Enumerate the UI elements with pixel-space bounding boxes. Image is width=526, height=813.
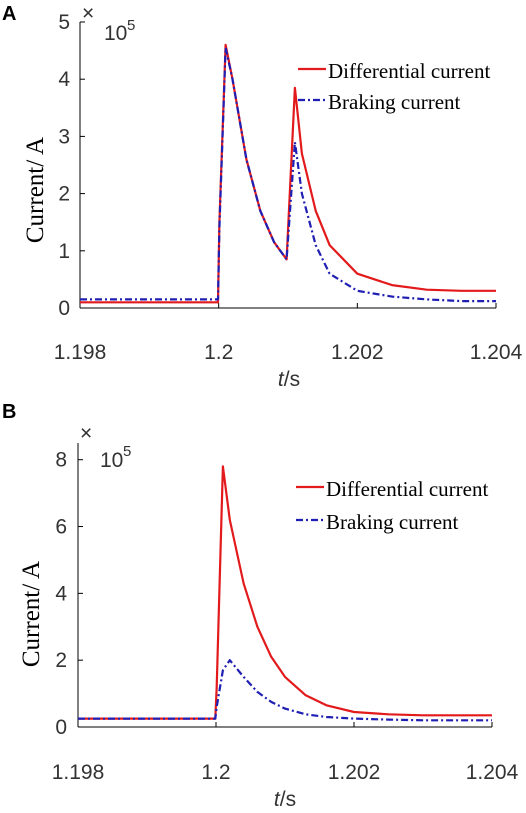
x-tick-label-b: 1.202 xyxy=(328,761,381,784)
x-axis-label-b: t/s xyxy=(274,788,296,811)
x-tick-label-b: 1.2 xyxy=(201,761,230,784)
panel-b: B 0 2 4 6 8 1.198 1.2 1.202 1.204 × 10 5 Current… xyxy=(2,401,519,811)
legend-a: Differential current Braking current xyxy=(298,59,490,114)
series-braking-line-a xyxy=(80,46,496,303)
multiplier-base-b: 10 xyxy=(100,449,123,472)
axes-a: 0 1 2 3 4 5 1.198 1.2 1.202 1.204 xyxy=(54,11,523,364)
series-differential-line-b xyxy=(78,465,492,720)
x-axis-label-a: t/s xyxy=(278,368,300,391)
x-axis-label-italic-a: t xyxy=(278,368,285,391)
x-axis-label-italic-b: t xyxy=(274,788,281,811)
x-tick-label-b: 1.204 xyxy=(466,761,519,784)
x-tick-label-a: 1.204 xyxy=(470,341,523,364)
y-tick-label-b: 2 xyxy=(55,649,67,672)
y-tick-label-b: 0 xyxy=(55,716,67,739)
y-tick-label-a: 2 xyxy=(58,183,70,206)
x-tick-label-a: 1.202 xyxy=(331,341,384,364)
x-axis-label-unit-a: /s xyxy=(284,368,300,391)
y-axis-label-a: Current/ A xyxy=(22,137,49,243)
legend-b: Differential current Braking current xyxy=(296,477,488,534)
multiplier-base-a: 10 xyxy=(104,22,127,45)
y-tick-label-a: 1 xyxy=(58,240,70,263)
legend-label-braking-a: Braking current xyxy=(328,90,461,114)
panel-a: A 0 1 2 3 4 5 1.198 1.2 1.202 1.204 × 10 5 Curren… xyxy=(2,2,523,391)
x-tick-label-a: 1.2 xyxy=(204,341,233,364)
y-tick-label-a: 0 xyxy=(58,297,70,320)
y-tick-label-a: 3 xyxy=(58,125,70,148)
y-tick-label-a: 5 xyxy=(58,11,70,34)
y-tick-label-b: 8 xyxy=(55,449,67,472)
y-tick-label-a: 4 xyxy=(58,68,70,91)
legend-label-differential-a: Differential current xyxy=(328,59,490,83)
axes-b: 0 2 4 6 8 1.198 1.2 1.202 1.204 xyxy=(52,443,519,784)
legend-label-braking-b: Braking current xyxy=(326,510,459,534)
multiplier-exponent-b: 5 xyxy=(123,443,131,460)
panel-label-b: B xyxy=(2,401,16,423)
multiplier-times-a: × xyxy=(82,2,94,25)
x-axis-label-unit-b: /s xyxy=(280,788,296,811)
series-differential-line-a xyxy=(80,43,496,304)
x-tick-label-a: 1.198 xyxy=(54,341,107,364)
multiplier-times-b: × xyxy=(80,422,92,445)
legend-label-differential-b: Differential current xyxy=(326,477,488,501)
y-axis-label-b: Current/ A xyxy=(18,561,45,667)
x-tick-label-b: 1.198 xyxy=(52,761,105,784)
y-tick-label-b: 6 xyxy=(55,516,67,539)
y-tick-label-b: 4 xyxy=(55,582,67,605)
multiplier-exponent-a: 5 xyxy=(127,17,135,34)
series-braking-line-b xyxy=(78,659,492,722)
panel-label-a: A xyxy=(2,3,16,25)
